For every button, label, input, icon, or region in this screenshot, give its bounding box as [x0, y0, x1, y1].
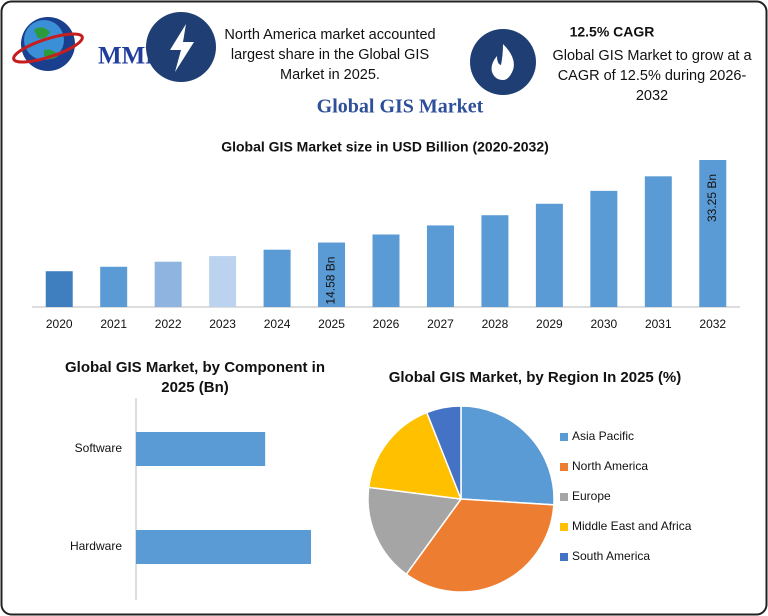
x-tick-label: 2026 [373, 317, 400, 331]
chart-title: Global GIS Market size in USD Billion (2… [221, 139, 549, 155]
note-left: North America market accounted largest s… [224, 27, 436, 83]
value-label: 33.25 Bn [705, 174, 719, 222]
main-title: Global GIS Market [317, 96, 484, 118]
pie-slice [425, 405, 462, 500]
bar [136, 530, 311, 564]
x-tick-label: 2021 [100, 317, 127, 331]
x-tick-label: 2027 [427, 317, 454, 331]
bar [209, 256, 237, 307]
legend-label: Europe [572, 489, 611, 503]
pie-slice [460, 405, 555, 506]
legend-swatch [560, 433, 568, 441]
bar [699, 160, 727, 307]
pie-slice [405, 498, 555, 593]
legend-swatch [560, 463, 568, 471]
bar [45, 271, 73, 307]
icon-flame [470, 29, 536, 95]
chart-title: Global GIS Market, by Component in 2025 … [64, 359, 326, 396]
bar [481, 215, 509, 307]
bar [136, 432, 266, 466]
legend-swatch [560, 523, 568, 531]
bar [263, 249, 291, 307]
x-tick-label: 2024 [264, 317, 291, 331]
x-tick-label: 2031 [645, 317, 672, 331]
bar [644, 176, 672, 307]
x-tick-label: 2030 [590, 317, 617, 331]
legend-swatch [560, 553, 568, 561]
legend-label: North America [572, 459, 648, 473]
icon-bolt [146, 12, 216, 82]
bar [100, 266, 128, 307]
bar [535, 203, 563, 307]
chart-title: Global GIS Market, by Region In 2025 (%) [388, 369, 682, 386]
y-tick-label: Software [75, 441, 123, 455]
logo [12, 17, 84, 71]
cagr: 12.5% CAGR [570, 24, 655, 40]
value-label: 14.58 Bn [324, 257, 338, 305]
pie-slice [367, 411, 463, 500]
x-tick-label: 2029 [536, 317, 563, 331]
bar [154, 261, 182, 307]
pie-slice [367, 486, 463, 576]
x-tick-label: 2020 [46, 317, 73, 331]
note-right: Global GIS Market to grow at a CAGR of 1… [552, 48, 752, 104]
legend-swatch [560, 493, 568, 501]
x-tick-label: 2023 [209, 317, 236, 331]
bar [372, 234, 400, 307]
bar [590, 190, 618, 307]
bar [318, 242, 346, 307]
x-tick-label: 2032 [699, 317, 726, 331]
x-tick-label: 2028 [482, 317, 509, 331]
legend-label: Middle East and Africa [572, 519, 692, 533]
bar [426, 225, 454, 307]
x-tick-label: 2025 [318, 317, 345, 331]
legend-label: South America [572, 549, 650, 563]
y-tick-label: Hardware [70, 539, 122, 553]
x-tick-label: 2022 [155, 317, 182, 331]
legend-label: Asia Pacific [572, 429, 634, 443]
